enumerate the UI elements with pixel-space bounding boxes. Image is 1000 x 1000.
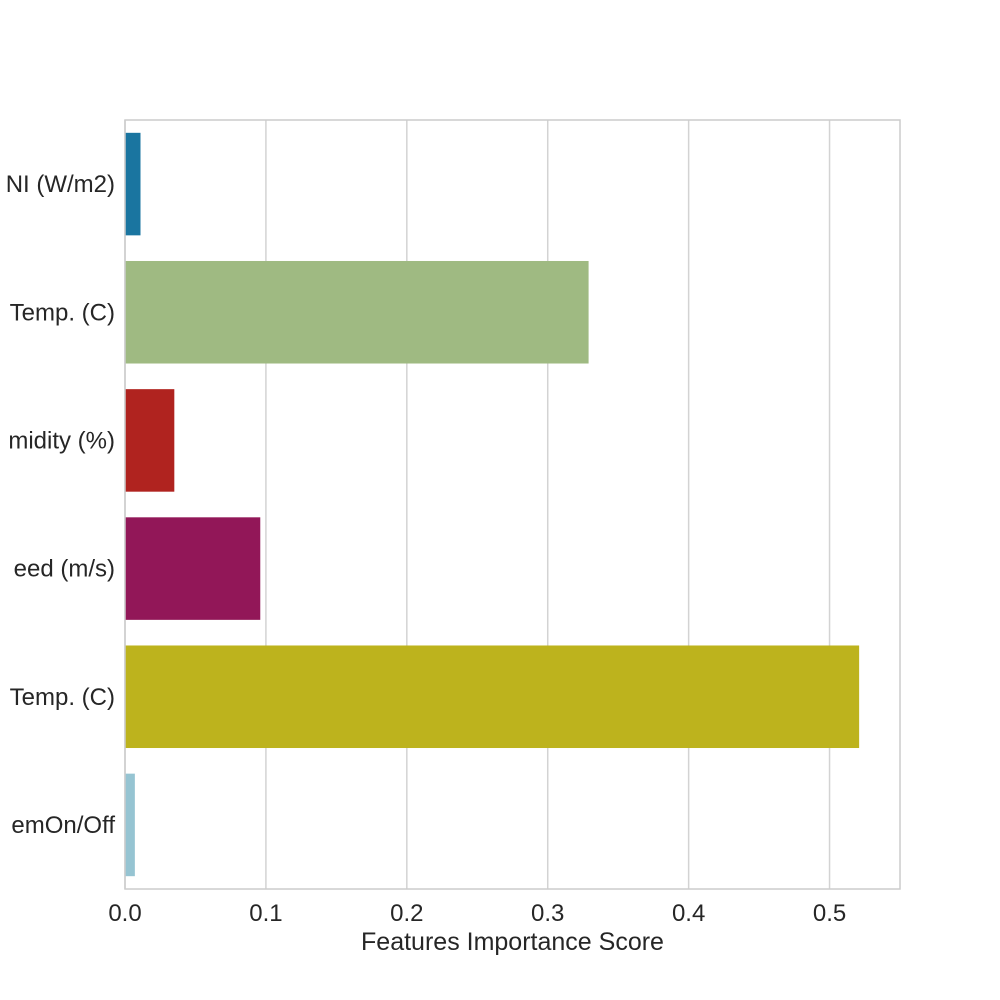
x-tick-labels: 0.0 0.1 0.2 0.3 0.4 0.5 [108,900,846,927]
bar [125,773,135,877]
bar [125,645,860,749]
x-tick-label: 0.0 [108,900,141,927]
x-tick-label: 0.4 [672,900,705,927]
y-tick-label: eed (m/s) [14,556,115,583]
y-tick-labels: NI (W/m2) Temp. (C) midity (%) eed (m/s) Tem… [6,171,116,839]
bar [125,132,141,236]
bar [125,517,261,620]
bar [125,389,175,492]
y-tick-label: midity (%) [8,427,115,454]
x-tick-label: 0.2 [390,900,423,927]
bars [125,132,860,877]
x-tick-label: 0.3 [531,900,564,927]
x-tick-label: 0.5 [813,900,846,927]
bar [125,260,589,364]
y-tick-label: Temp. (C) [10,684,115,711]
y-tick-label: NI (W/m2) [6,171,115,198]
plot-frame [124,119,901,890]
x-axis-label: Features Importance Score [361,928,664,956]
x-tick-label: 0.1 [249,900,282,927]
grid-lines [124,120,831,889]
y-tick-label: emOn/Off [11,812,115,839]
y-tick-label: Temp. (C) [10,299,115,326]
